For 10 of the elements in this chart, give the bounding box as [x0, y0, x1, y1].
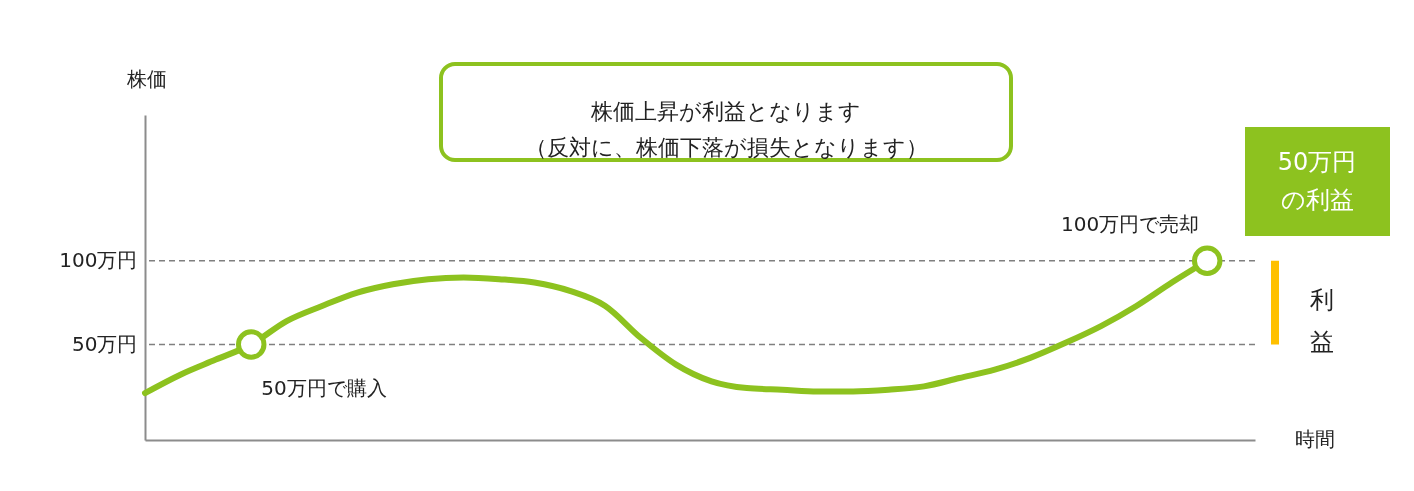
y-tick-label: 100万円: [59, 248, 138, 273]
y-tick-label: 50万円: [72, 332, 138, 357]
annotation: 50万円で購入: [261, 375, 387, 400]
text: 50万円の利益: [1277, 148, 1357, 214]
chart-title: 株価上昇が利益となります: [590, 99, 861, 124]
text: 利益: [1310, 286, 1334, 356]
x-axis-title: 時間: [1295, 427, 1335, 451]
y-axis-title: 株価: [126, 67, 167, 91]
annotation: 100万円で売却: [1061, 211, 1200, 236]
text: （反対に、株価下落が損失となります）: [524, 135, 928, 160]
